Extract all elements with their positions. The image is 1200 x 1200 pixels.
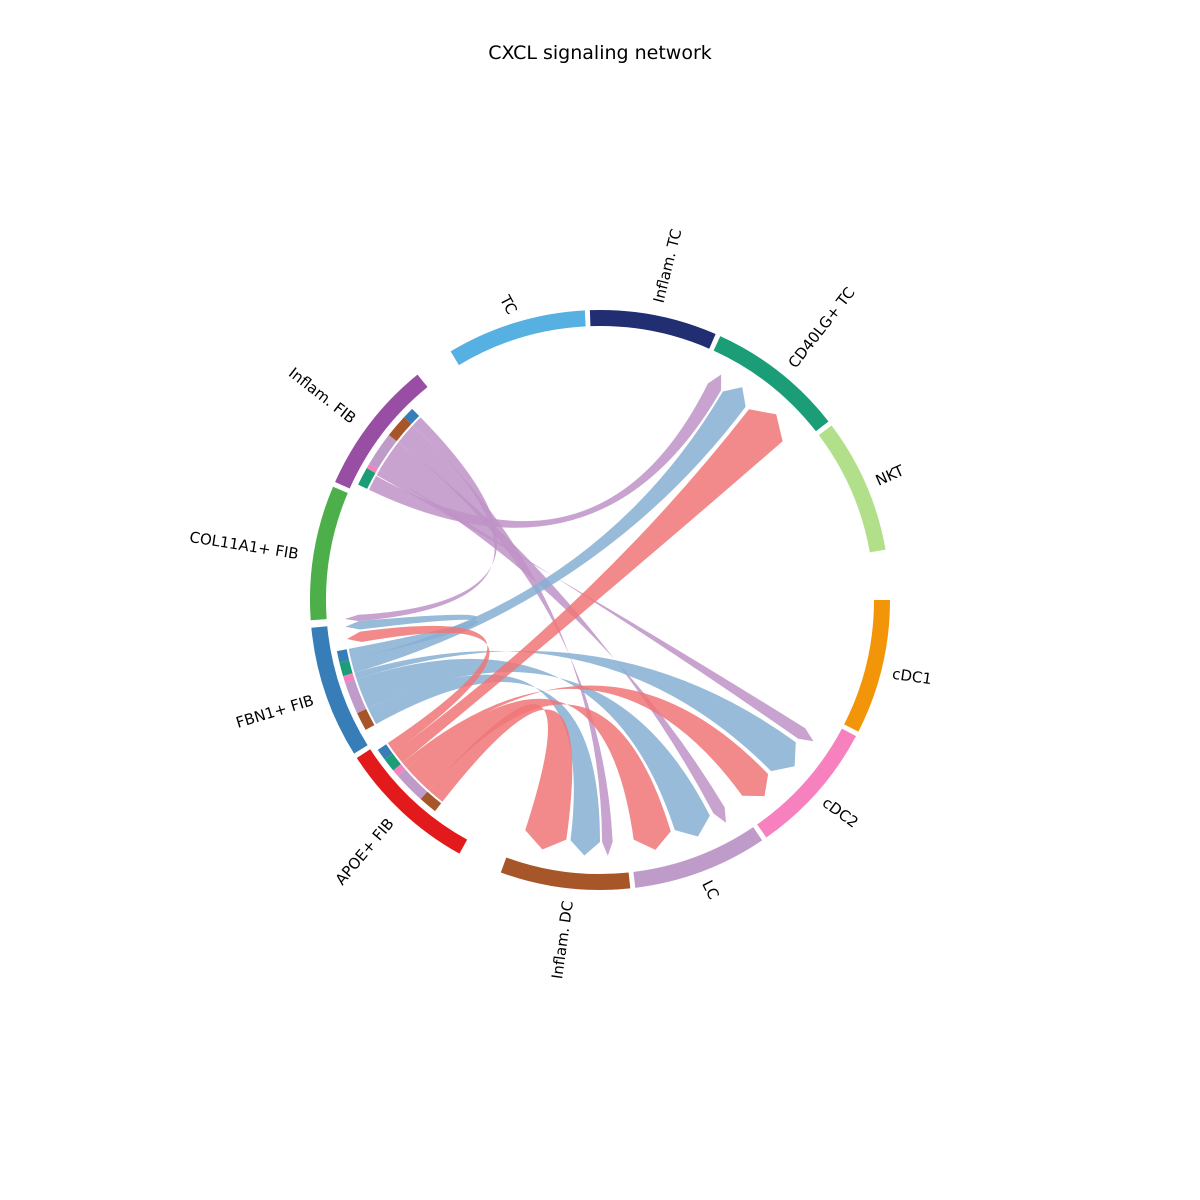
label-inflam-fib: Inflam. FIB xyxy=(285,364,359,427)
label-inflam-tc: Inflam. TC xyxy=(650,227,686,305)
chord-fbn1-fib-to-cdc2 xyxy=(354,650,796,772)
sector-arc-col11a1-fib xyxy=(309,486,348,621)
chord-fbn1-fib-to-fbn1-fib xyxy=(345,614,478,660)
inner-segment-inflam-fib xyxy=(388,417,412,442)
inner-segment-fbn1-fib xyxy=(345,679,367,714)
label-apoe-fib: APOE+ FIB xyxy=(332,815,398,889)
chord-apoe-fib-to-lc xyxy=(406,698,671,850)
inner-segment-fbn1-fib xyxy=(343,673,355,683)
label-tc: TC xyxy=(496,291,521,317)
sector-arc-cdc1 xyxy=(844,600,890,732)
chord-apoe-fib-to-cdc2 xyxy=(402,685,769,797)
chord-apoe-fib-to-inflam-dc xyxy=(428,704,573,850)
chord-inflam-fib-to-cdc2 xyxy=(376,470,814,742)
chord-fbn1-fib-to-lc xyxy=(356,658,710,837)
inner-segment-apoe-fib xyxy=(377,744,393,760)
inner-segment-inflam-fib xyxy=(369,435,397,470)
sector-arc-lc xyxy=(633,827,763,888)
sector-arc-apoe-fib xyxy=(356,749,468,854)
inner-segment-fbn1-fib xyxy=(339,660,353,677)
sector-arc-inflam-fib xyxy=(335,374,428,489)
sector-arc-tc xyxy=(450,310,586,366)
inner-segment-inflam-fib xyxy=(366,463,378,473)
label-fbn1-fib: FBN1+ FIB xyxy=(234,691,316,732)
label-cdc1: cDC1 xyxy=(891,665,933,688)
inner-segment-apoe-fib xyxy=(420,791,442,812)
sector-arc-inflam-tc xyxy=(589,310,716,349)
chart-title: CXCL signaling network xyxy=(488,42,712,64)
chord-inflam-fib-to-fbn1-fib xyxy=(344,417,498,622)
inner-segment-apoe-fib xyxy=(397,769,428,800)
label-col11a1-fib: COL11A1+ FIB xyxy=(188,528,300,563)
inner-segment-fbn1-fib xyxy=(357,709,375,730)
inner-segment-apoe-fib xyxy=(393,764,406,776)
sector-arc-inflam-dc xyxy=(500,857,631,890)
inner-segment-inflam-fib xyxy=(403,408,420,425)
inner-segment-inflam-fib xyxy=(358,468,376,489)
label-cd40lg-tc: CD40LG+ TC xyxy=(785,284,859,372)
inner-segment-fbn1-fib xyxy=(336,649,350,663)
sector-arcs xyxy=(309,310,890,890)
inner-ring-segments xyxy=(336,408,442,812)
sector-arc-cd40lg-tc xyxy=(713,336,829,432)
label-lc: LC xyxy=(698,877,723,902)
chord-inflam-fib-to-lc xyxy=(379,442,727,823)
chord-apoe-fib-to-fbn1-fib xyxy=(346,625,490,753)
label-nkt: NKT xyxy=(873,461,908,490)
sector-arc-fbn1-fib xyxy=(311,626,368,754)
label-cdc2: cDC2 xyxy=(819,794,862,832)
sector-arc-cdc2 xyxy=(757,728,857,838)
chord-inflam-fib-to-cd40lg-tc xyxy=(368,374,722,528)
chord-fbn1-fib-to-inflam-dc xyxy=(367,674,600,856)
chord-links xyxy=(344,374,814,856)
inner-segment-apoe-fib xyxy=(384,753,401,771)
sector-arc-nkt xyxy=(818,425,886,553)
label-inflam-dc: Inflam. DC xyxy=(548,900,577,980)
chord-apoe-fib-to-cd40lg-tc xyxy=(394,409,783,763)
